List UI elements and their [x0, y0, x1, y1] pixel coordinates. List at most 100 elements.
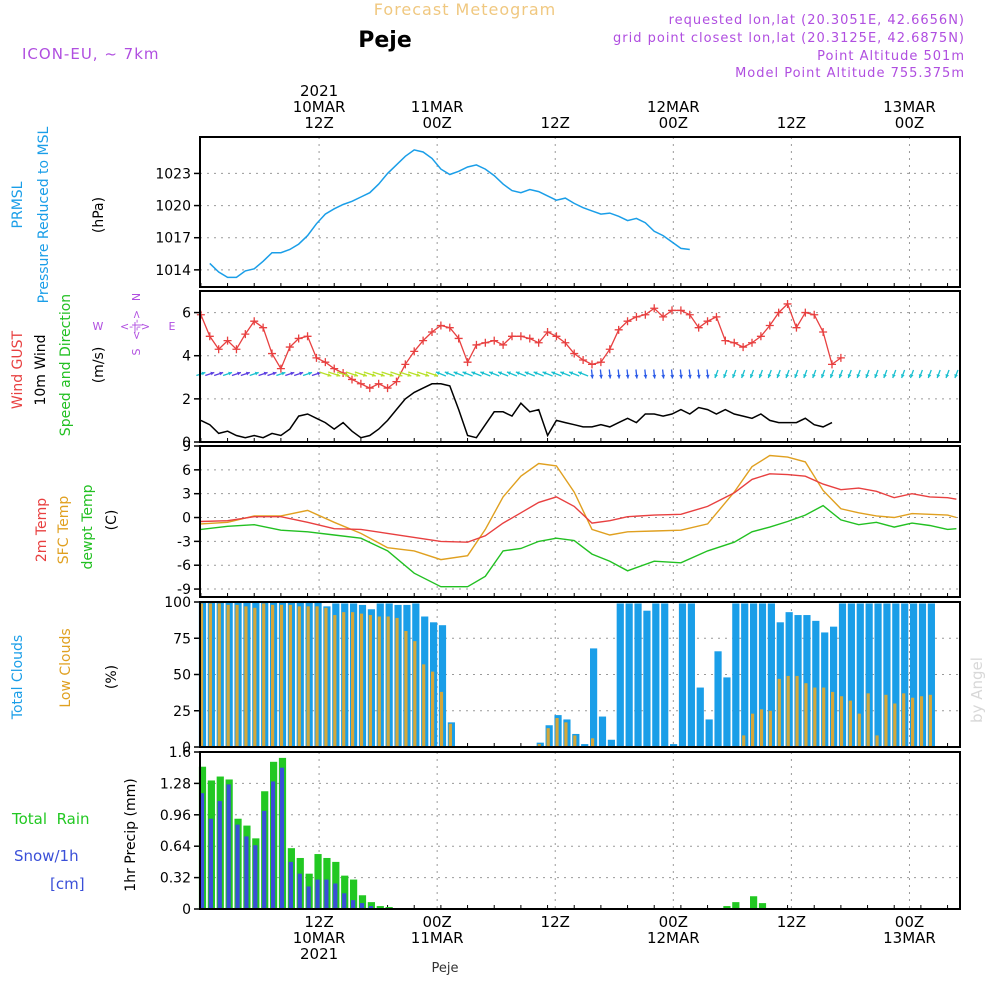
snow-bar	[262, 810, 267, 909]
low-clouds-bar	[555, 718, 559, 747]
gust-marker	[659, 312, 668, 321]
y-tick-label: 0	[182, 902, 191, 918]
panel-0-plot: 1014 1017 1020 1023	[155, 137, 960, 287]
rain-bar	[750, 896, 758, 909]
wind-arrow-head	[480, 371, 485, 376]
low-clouds-bar	[573, 735, 577, 747]
gust-marker	[641, 310, 650, 319]
gust-marker	[765, 321, 774, 330]
y-tick-label: 0.32	[160, 871, 191, 887]
gust-marker	[445, 323, 454, 332]
wind-arrow-head	[254, 371, 259, 376]
rain-bar	[358, 895, 367, 909]
gust-marker	[516, 332, 525, 341]
low-clouds-bar	[333, 615, 337, 747]
total-clouds-bar	[901, 603, 909, 747]
low-clouds-bar	[324, 607, 328, 747]
rain-bar	[350, 879, 358, 909]
gust-marker	[828, 360, 836, 369]
low-clouds-bar	[902, 693, 906, 747]
total-clouds-bar	[696, 687, 704, 747]
temp2m-line	[200, 473, 957, 543]
wind-arrow-head	[272, 371, 277, 376]
low-clouds-bar	[431, 671, 435, 747]
bottom-time-label: 00Z	[895, 913, 924, 931]
gust-marker	[588, 360, 596, 369]
wind-arrow-head	[599, 374, 603, 379]
low-clouds-bar	[351, 612, 355, 747]
gust-marker	[694, 323, 703, 332]
snow-bar	[253, 845, 258, 909]
gust-marker	[232, 345, 241, 354]
total-clouds-bar	[874, 603, 882, 747]
gust-marker	[374, 379, 383, 388]
bottom-time-label: 13MAR	[883, 929, 936, 947]
gust-marker	[241, 330, 250, 339]
panel-4-frame	[199, 751, 961, 910]
low-clouds-bar	[217, 603, 221, 747]
wind-arrow-head	[794, 374, 798, 378]
wind-arrow-head	[705, 374, 710, 379]
low-clouds-bar	[759, 709, 764, 747]
gust-marker	[614, 325, 623, 334]
wind-panel: Wind GUST 10m Wind Speed and Direction (…	[10, 293, 176, 436]
wind-arrow-head	[714, 374, 718, 378]
wind-direction-label: Speed and Direction	[58, 294, 74, 436]
total-clouds-bar	[661, 603, 669, 747]
location-title: Peje	[358, 28, 412, 53]
gust-marker	[268, 349, 276, 358]
y-tick-label: 50	[173, 668, 191, 684]
wind-arrow-head	[758, 374, 763, 378]
gust-marker	[570, 349, 579, 358]
wind-arrow-head	[507, 371, 511, 376]
low-clouds-bar	[591, 738, 595, 747]
low-clouds-bar	[884, 694, 888, 747]
total-clouds-bar	[847, 603, 855, 747]
low-clouds-bar	[777, 678, 781, 747]
wind-arrow-head	[590, 374, 595, 379]
low-clouds-bar	[546, 728, 550, 747]
wind-arrow-head	[354, 373, 358, 377]
gust-marker	[205, 332, 214, 341]
gust-marker	[756, 332, 765, 341]
y-tick-label: 0.64	[160, 839, 191, 855]
pressure-unit: (hPa)	[91, 197, 107, 233]
total-clouds-bar	[625, 603, 633, 747]
snow-bar	[368, 906, 373, 909]
rain-bar	[758, 903, 767, 909]
low-clouds-bar	[342, 612, 346, 747]
total-clouds-bar	[732, 603, 740, 747]
gust-marker	[650, 304, 659, 313]
low-clouds-bar	[315, 606, 319, 747]
snow-bar	[306, 886, 311, 909]
low-clouds-bar	[359, 613, 364, 747]
gust-marker	[836, 353, 845, 362]
temp-unit: (C)	[104, 510, 120, 531]
low-clouds-bar	[928, 694, 932, 747]
low-clouds-bar	[751, 713, 755, 747]
low-clouds-bar	[288, 604, 292, 747]
wind-arrow-head	[918, 374, 923, 378]
wind-arrow-head	[670, 374, 675, 379]
low-clouds-bar	[875, 735, 879, 747]
wind-arrow-head	[444, 371, 449, 376]
dewpt-line	[200, 504, 957, 588]
wind-arrow-head	[616, 374, 621, 379]
wind-arrow-head	[909, 374, 914, 378]
wind-arrow-head	[625, 374, 630, 379]
temperature-panel: 2m Temp SFC Temp dewpt Temp (C)	[34, 484, 120, 569]
low-clouds-bar	[377, 616, 381, 747]
snow-bar	[226, 784, 231, 909]
bottom-time-label: 00Z	[659, 913, 688, 931]
total-clouds-bar	[438, 625, 447, 747]
wind-arrow-head	[471, 371, 476, 376]
total-clouds-bar	[687, 603, 695, 747]
y-tick-label: -6	[177, 558, 191, 574]
sfctemp-label: SFC Temp	[56, 496, 72, 565]
gust-marker	[783, 299, 792, 308]
y-tick-label: 1.6	[169, 745, 191, 761]
rain-bar	[732, 902, 740, 909]
y-tick-label: 1.28	[160, 776, 191, 792]
gust-marker	[392, 377, 401, 386]
